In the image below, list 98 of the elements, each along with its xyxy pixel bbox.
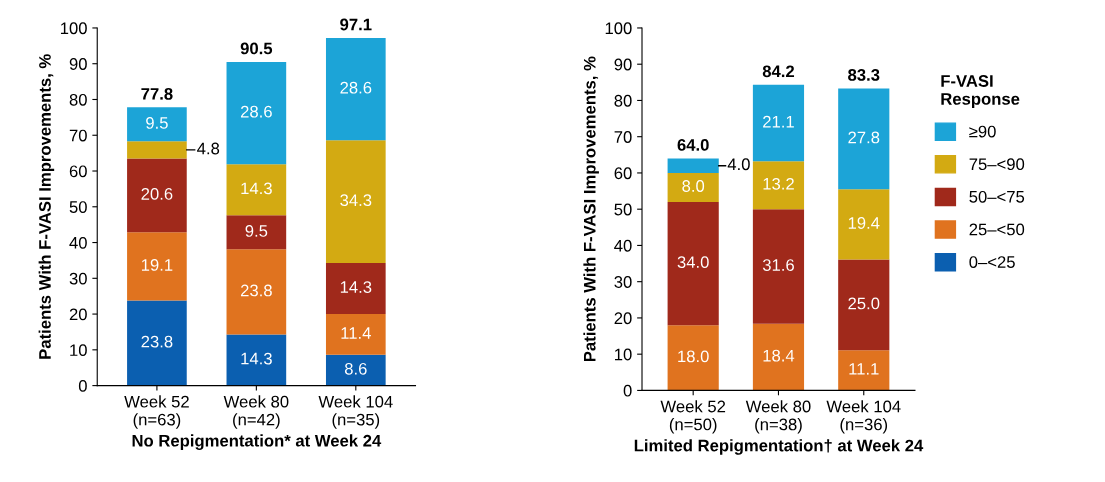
data-label: 14.3 [241, 182, 272, 195]
bar [667, 325, 719, 391]
bar [838, 88, 890, 190]
data-label: 13.2 [763, 177, 794, 190]
x-tick-label: Week 104 (n=36) [826, 400, 901, 434]
x-tick-label: Week 52 (n=50) [660, 400, 726, 434]
y-axis-title: Patients With F-VASI Improvements, % [38, 54, 55, 359]
bar [667, 158, 719, 173]
y-tick-label: 10 [70, 344, 87, 357]
bar [226, 334, 287, 386]
y-tick-label: 60 [614, 167, 632, 180]
bar [325, 140, 386, 263]
x-axis-title: No Repigmentation* at Week 24 [132, 434, 382, 450]
y-tick-label: 100 [605, 22, 632, 35]
data-label: 34.3 [340, 194, 372, 207]
data-label: 11.4 [341, 327, 371, 339]
y-tick-label: 50 [614, 203, 632, 216]
y-tick-label: 70 [614, 131, 632, 143]
bar [127, 158, 187, 233]
total-label: 97.1 [340, 18, 372, 31]
y-tick-label: 40 [614, 239, 632, 252]
bar [838, 350, 890, 391]
data-label: 11.1 [849, 363, 879, 375]
data-label: 25.0 [848, 297, 880, 310]
data-label: 34.0 [677, 256, 709, 269]
data-label: 31.6 [762, 259, 794, 271]
y-tick-label: 100 [60, 22, 87, 35]
bar [667, 172, 719, 202]
legend-title: F-VASI Response [941, 75, 1020, 109]
legend-label: 75–<90 [969, 158, 1025, 171]
data-label: 18.0 [678, 350, 709, 363]
data-label: 23.8 [141, 335, 173, 348]
y-tick-label: 0 [623, 384, 632, 397]
x-tick-label: Week 52 (n=63) [124, 395, 189, 429]
bar [127, 232, 187, 301]
data-label: 28.6 [340, 81, 372, 94]
total-label: 77.8 [141, 87, 173, 100]
data-label: 28.6 [240, 105, 272, 118]
data-label: 21.1 [763, 115, 794, 128]
total-label: 90.5 [240, 42, 273, 55]
data-label: 23.8 [240, 284, 272, 297]
bar [127, 300, 187, 386]
data-label: 20.6 [141, 188, 173, 200]
data-label: 8.6 [344, 362, 367, 375]
legend-label: 0–<25 [969, 256, 1015, 268]
x-tick-label: Week 104 (n=35) [318, 395, 393, 429]
bar [127, 107, 187, 142]
y-tick-label: 10 [615, 348, 632, 361]
y-tick-label: 40 [69, 236, 87, 249]
x-tick-label: Week 80 (n=38) [745, 400, 811, 434]
data-label: 14.3 [340, 281, 372, 293]
y-tick-label: 50 [69, 201, 87, 213]
bar [226, 215, 287, 250]
y-tick-label: 20 [69, 308, 87, 321]
bar [838, 189, 890, 260]
bar [752, 161, 805, 210]
data-label: 4.0 [727, 158, 750, 171]
bar [226, 61, 287, 165]
total-label: 83.3 [848, 69, 880, 81]
bar [752, 323, 805, 391]
legend-label: ≥90 [969, 125, 996, 138]
total-label: 84.2 [762, 65, 795, 78]
data-label: 4.8 [197, 142, 220, 155]
bar [226, 249, 287, 335]
y-tick-label: 20 [614, 312, 632, 325]
y-tick-label: 90 [69, 58, 87, 70]
bar [325, 262, 386, 315]
bar [325, 354, 386, 386]
bar [752, 84, 805, 162]
legend-label: 50–<75 [969, 190, 1025, 203]
data-label: 19.1 [141, 259, 173, 271]
y-tick-label: 80 [614, 94, 632, 107]
y-axis-title: Patients With F-VASI Improvements, % [583, 56, 599, 362]
data-label: 9.5 [146, 117, 168, 129]
x-tick-label: Week 80 (n=42) [223, 395, 289, 429]
data-label: 19.4 [848, 217, 880, 229]
y-tick-label: 90 [614, 58, 632, 71]
total-label: 64.0 [677, 139, 709, 151]
bar [667, 201, 719, 326]
bar [325, 37, 386, 141]
data-label: 8.0 [682, 180, 705, 192]
y-tick-label: 30 [614, 276, 632, 288]
bar [127, 141, 187, 159]
bar [325, 314, 386, 355]
bar [752, 209, 805, 324]
data-label: 27.8 [848, 131, 880, 144]
y-tick-label: 70 [69, 129, 87, 142]
legend-label: 25–<50 [969, 223, 1025, 236]
y-tick-label: 80 [69, 93, 87, 106]
bar [838, 259, 890, 351]
y-tick-label: 30 [69, 272, 87, 285]
data-label: 9.5 [245, 225, 268, 237]
bar [226, 164, 287, 216]
y-tick-label: 0 [78, 380, 87, 392]
x-axis-title: Limited Repigmentation† at Week 24 [634, 439, 924, 455]
data-label: 18.4 [763, 349, 795, 362]
data-label: 14.3 [241, 352, 272, 365]
y-tick-label: 60 [69, 165, 87, 178]
